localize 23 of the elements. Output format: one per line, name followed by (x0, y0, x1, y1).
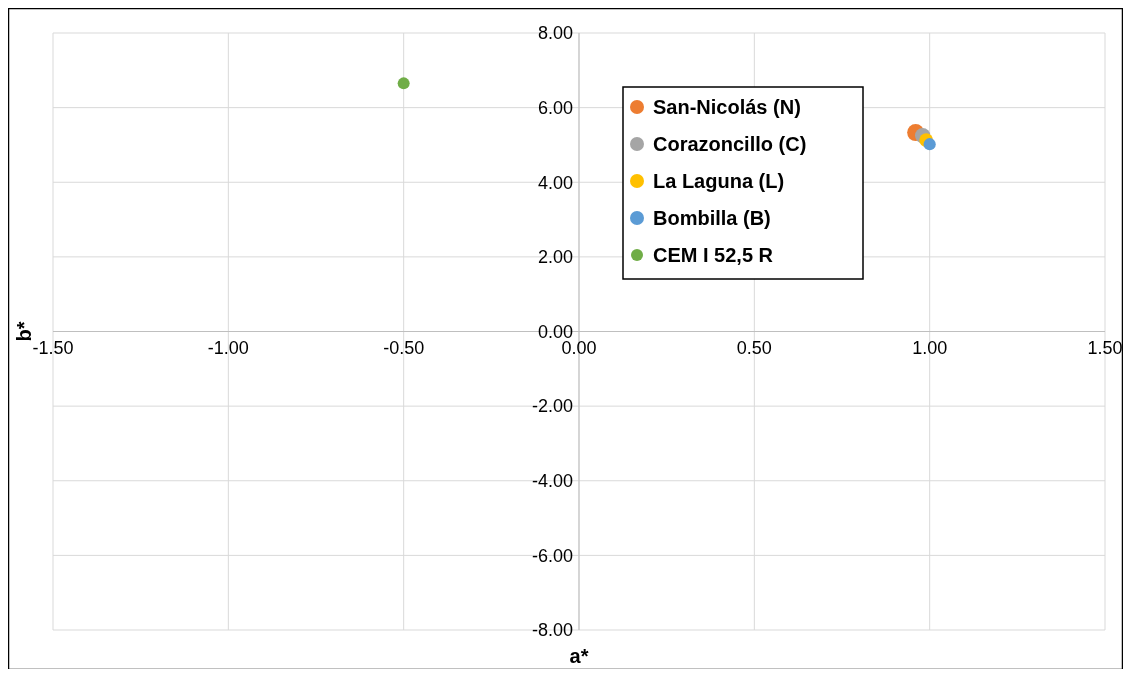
legend-label: La Laguna (L) (653, 170, 785, 192)
x-tick-label: 0.50 (736, 337, 772, 358)
x-tick-label: -1.00 (207, 337, 249, 358)
x-tick-label: 1.00 (912, 337, 948, 358)
y-tick-label: 4.00 (537, 172, 573, 193)
y-tick-label: 2.00 (537, 247, 573, 268)
x-tick-label: -0.50 (383, 337, 425, 358)
y-axis-title: b* (13, 321, 35, 342)
legend-label: Bombilla (B) (653, 207, 771, 229)
point (397, 77, 410, 90)
y-tick-label: 6.00 (537, 97, 573, 118)
y-tick-label: -6.00 (531, 545, 573, 566)
x-tick-label: -1.50 (32, 337, 74, 358)
x-axis-title: a* (569, 645, 589, 667)
y-tick-label: -4.00 (531, 471, 573, 492)
y-tick-label: -8.00 (531, 620, 573, 641)
x-tick-label: 1.50 (1087, 337, 1123, 358)
y-tick-label: -2.00 (531, 396, 573, 417)
legend-label: CEM I 52,5 R (653, 244, 774, 266)
y-tick-label: 8.00 (537, 23, 573, 44)
legend-label: Corazoncillo (C) (653, 133, 807, 155)
legend-label: San-Nicolás (N) (653, 96, 801, 118)
point (923, 138, 936, 151)
